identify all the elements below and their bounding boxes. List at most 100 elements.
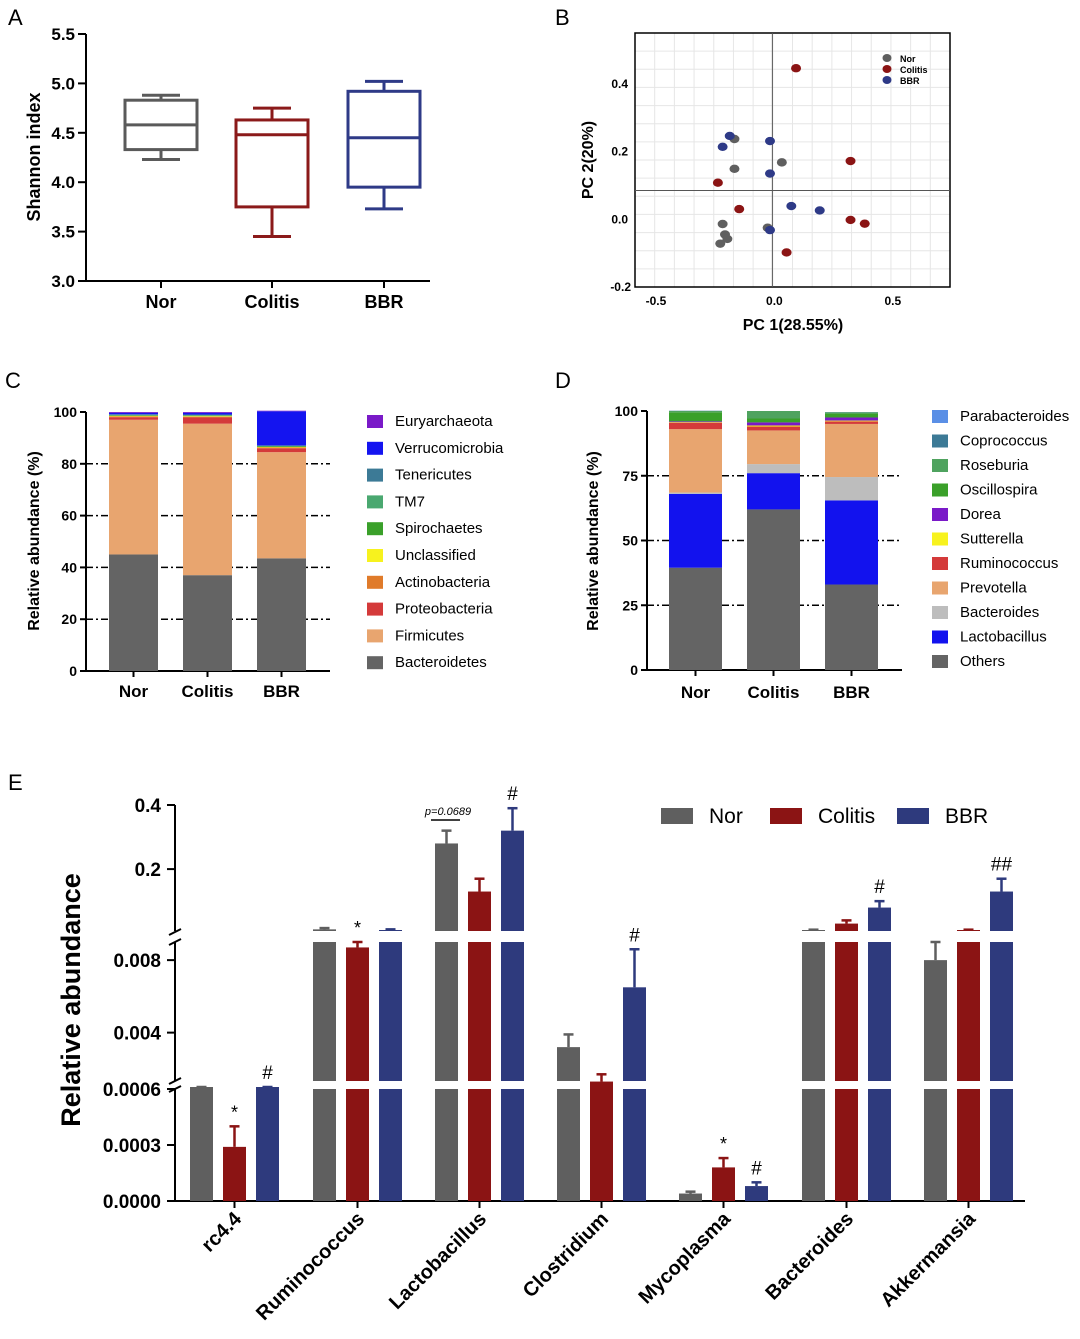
bar-segment-oscillospira — [825, 413, 878, 418]
bar-break-gap — [956, 1081, 981, 1089]
bar-colitis-akkermansia — [957, 930, 980, 1201]
significance-mark: # — [874, 877, 885, 898]
x-tick-label: 0.5 — [884, 294, 901, 308]
bar-segment-others — [747, 509, 800, 670]
bar-colitis-lactobacillus — [468, 891, 491, 1201]
bar-segment-verrucomicrobia — [257, 411, 306, 446]
point-bbr — [814, 206, 825, 215]
legend-label: Parabacteroides — [960, 408, 1069, 425]
bar-break-gap — [801, 1081, 826, 1089]
bar-break-gap — [434, 1081, 459, 1089]
bar-segment-actinobacteria — [183, 416, 232, 418]
legend-label: Colitis — [900, 65, 928, 75]
point-bbr — [765, 169, 775, 178]
bar-segment-oscillospira — [669, 412, 722, 422]
bar-break-gap — [378, 1081, 403, 1089]
y-axis-title: Relative abundance (%) — [585, 451, 602, 631]
legend-label: Others — [960, 653, 1005, 670]
bar-break-gap — [801, 931, 826, 942]
legend-swatch — [932, 483, 948, 497]
bar-segment-lactobacillus — [669, 493, 722, 568]
bar-segment-bacteroides — [825, 477, 878, 501]
y-tick-label: 0.2 — [135, 860, 161, 881]
bar-segment-actinobacteria — [109, 416, 158, 418]
legend-label: BBR — [945, 805, 988, 828]
panel-label-d: D — [555, 368, 571, 393]
bar-segment-proteobacteria — [257, 448, 306, 453]
bar-nor-akkermansia — [924, 960, 947, 1201]
x-tick-label: Colitis — [748, 683, 800, 702]
y-tick-label: 0.0000 — [103, 1192, 161, 1213]
bar-segment-tm7 — [257, 445, 306, 447]
y-tick-label: 0 — [630, 662, 638, 678]
y-tick-label: 5.0 — [51, 74, 75, 93]
y-tick-label: -0.2 — [610, 280, 631, 294]
x-tick-label: Bacteroides — [762, 1208, 859, 1305]
bar-break-gap — [467, 1081, 492, 1089]
bar-segment-sutterella — [825, 420, 878, 422]
legend-swatch — [367, 441, 383, 455]
legend-swatch — [367, 495, 383, 509]
bar-segment-others — [825, 584, 878, 670]
panel-d: D 0 25 50 75 100 Relative abundance (%) Nor Coli… — [555, 368, 1069, 702]
point-bbr — [724, 131, 735, 141]
legend-label: Nor — [900, 54, 916, 64]
bar-break-gap — [434, 931, 459, 942]
legend-label: Proteobacteria — [395, 601, 493, 618]
point-nor — [717, 219, 728, 229]
legend-label: Nor — [709, 805, 743, 828]
bar-segment-unclassified — [257, 446, 306, 448]
y-tick-label: 3.5 — [51, 223, 75, 242]
bar-segment-sutterella — [747, 425, 800, 427]
y-tick-label: 0 — [69, 663, 77, 679]
bar-segment-verrucomicrobia — [109, 412, 158, 415]
point-colitis — [791, 64, 802, 73]
point-colitis — [781, 248, 792, 257]
bar-break-gap — [312, 1081, 337, 1089]
bar-nor-ruminococcus — [313, 929, 336, 1201]
bar-colitis-ruminococcus — [346, 947, 369, 1201]
x-tick-label: Lactobacillus — [385, 1208, 491, 1314]
legend-label: Ruminococcus — [960, 555, 1058, 572]
legend-swatch — [932, 581, 948, 595]
legend-label: Coprococcus — [960, 433, 1048, 450]
legend-swatch — [367, 602, 383, 616]
bar-segment-firmicutes — [257, 452, 306, 559]
point-colitis — [859, 219, 870, 228]
point-nor — [715, 239, 726, 248]
bar-segment-euryarchaeota — [257, 410, 306, 412]
bar-segment-verrucomicrobia — [183, 412, 232, 415]
significance-mark: * — [231, 1102, 238, 1122]
bar-segment-sutterella — [669, 422, 722, 423]
legend-label: Roseburia — [960, 457, 1029, 474]
legend-swatch — [367, 415, 383, 428]
bar-segment-ruminococcus — [825, 421, 878, 424]
bar-nor-lactobacillus — [435, 843, 458, 1201]
point-nor — [776, 158, 787, 167]
bar-break-gap — [622, 1081, 647, 1089]
bar-segment-tenericutes — [109, 414, 158, 415]
bar-segment-spirochaetes — [183, 415, 232, 417]
legend-swatch — [932, 630, 948, 644]
legend-swatch — [932, 655, 948, 668]
point-nor — [722, 234, 733, 244]
bar-segment-roseburia — [747, 411, 800, 419]
y-tick-label: 0.0 — [611, 212, 628, 226]
legend-marker — [882, 54, 892, 62]
bar-break-gap — [556, 1081, 581, 1089]
panel-label-b: B — [555, 5, 570, 30]
bar-segment-ruminococcus — [747, 426, 800, 431]
x-tick-label: Ruminococcus — [252, 1208, 369, 1325]
legend-label: Sutterella — [960, 531, 1024, 548]
panel-a: A 3.0 3.5 4.0 4.5 5.0 5.5 Shannon index Nor Colit… — [8, 5, 430, 312]
bar-segment-bacteroides — [747, 464, 800, 474]
bar-segment-tm7 — [109, 414, 158, 416]
bar-bbr-rc4.4 — [256, 1087, 279, 1201]
pvalue-label: p=0.0689 — [424, 806, 471, 818]
legend-label: BBR — [900, 76, 920, 86]
x-tick-label: Colitis — [182, 682, 234, 701]
bar-segment-proteobacteria — [109, 417, 158, 420]
bar-break-gap — [378, 931, 403, 942]
bar-segment-tenericutes — [257, 445, 306, 446]
